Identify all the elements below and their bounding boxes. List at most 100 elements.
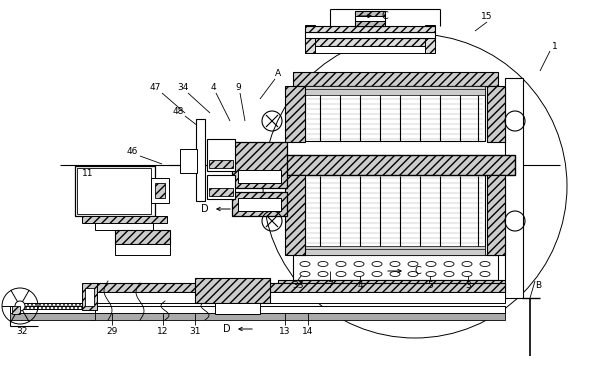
Ellipse shape	[318, 272, 328, 276]
Ellipse shape	[336, 262, 346, 266]
Ellipse shape	[462, 262, 472, 266]
Bar	[115, 244, 170, 255]
Bar	[215, 303, 260, 314]
Text: 7: 7	[327, 282, 333, 290]
Text: 12: 12	[157, 326, 169, 335]
Ellipse shape	[318, 262, 328, 266]
Bar	[305, 175, 485, 255]
Text: D: D	[223, 324, 231, 334]
Ellipse shape	[426, 262, 436, 266]
Bar	[305, 25, 315, 53]
Bar	[90, 306, 505, 313]
Ellipse shape	[462, 272, 472, 276]
Ellipse shape	[444, 272, 454, 276]
Text: A: A	[275, 69, 281, 78]
Bar	[238, 198, 281, 211]
Text: 32: 32	[16, 326, 28, 335]
Text: B: B	[535, 282, 541, 290]
Bar	[10, 306, 95, 313]
Ellipse shape	[426, 272, 436, 276]
Bar	[305, 46, 435, 53]
Ellipse shape	[408, 272, 418, 276]
Bar	[207, 175, 235, 199]
Bar	[305, 38, 435, 46]
Text: 14: 14	[302, 326, 314, 335]
Text: 5: 5	[427, 282, 433, 290]
Bar	[82, 216, 167, 223]
Bar	[278, 280, 506, 291]
Text: 1: 1	[552, 42, 558, 50]
Ellipse shape	[480, 272, 490, 276]
Text: 34: 34	[178, 82, 189, 92]
Bar	[305, 246, 485, 249]
Bar	[232, 192, 287, 216]
Text: 4: 4	[357, 282, 363, 290]
Bar	[12, 306, 20, 314]
Bar	[77, 168, 151, 214]
Text: 4: 4	[210, 82, 216, 92]
Bar	[209, 188, 233, 196]
Text: D: D	[201, 204, 209, 214]
Bar	[305, 86, 485, 89]
Ellipse shape	[408, 262, 418, 266]
Bar	[90, 283, 505, 292]
Bar	[115, 230, 170, 244]
Bar	[232, 142, 287, 188]
Text: 13: 13	[279, 326, 290, 335]
Text: C: C	[381, 11, 388, 21]
Bar	[293, 255, 498, 280]
Bar	[355, 11, 385, 16]
Bar	[305, 26, 435, 32]
Text: 31: 31	[189, 326, 201, 335]
Ellipse shape	[390, 272, 400, 276]
Ellipse shape	[336, 272, 346, 276]
Bar	[278, 291, 506, 298]
Ellipse shape	[372, 272, 382, 276]
Bar	[195, 278, 270, 303]
Bar	[10, 313, 95, 320]
Ellipse shape	[300, 262, 310, 266]
Text: 3: 3	[465, 282, 471, 290]
Text: 29: 29	[106, 326, 118, 335]
Bar	[95, 223, 153, 230]
Bar	[285, 86, 305, 142]
Bar	[238, 170, 281, 183]
Text: 47: 47	[149, 82, 161, 92]
Text: 9: 9	[235, 82, 241, 92]
Bar	[425, 25, 435, 53]
Ellipse shape	[390, 262, 400, 266]
Bar	[305, 247, 485, 255]
Text: 11: 11	[82, 168, 94, 177]
Ellipse shape	[444, 262, 454, 266]
Text: 46: 46	[127, 147, 138, 155]
Bar	[85, 288, 94, 306]
Bar	[180, 149, 197, 173]
Bar	[487, 175, 505, 255]
Bar	[355, 21, 385, 26]
Bar	[90, 313, 505, 320]
Ellipse shape	[354, 262, 364, 266]
Bar	[155, 183, 165, 198]
Ellipse shape	[372, 262, 382, 266]
Text: 33: 33	[292, 282, 304, 290]
Circle shape	[15, 301, 25, 311]
Bar	[207, 139, 235, 171]
Bar	[355, 11, 385, 26]
Text: C: C	[415, 266, 421, 276]
Bar	[209, 160, 233, 168]
Bar	[245, 155, 515, 175]
Ellipse shape	[300, 272, 310, 276]
Bar	[305, 87, 485, 95]
Bar	[90, 292, 505, 303]
Bar	[505, 78, 523, 298]
Bar	[487, 86, 505, 142]
Ellipse shape	[354, 272, 364, 276]
Bar	[75, 166, 155, 216]
Bar	[196, 119, 205, 201]
Ellipse shape	[480, 262, 490, 266]
Bar	[305, 86, 485, 141]
Bar	[305, 32, 435, 38]
Bar	[82, 283, 97, 310]
Text: 15: 15	[481, 12, 493, 20]
Text: 48: 48	[172, 106, 184, 115]
